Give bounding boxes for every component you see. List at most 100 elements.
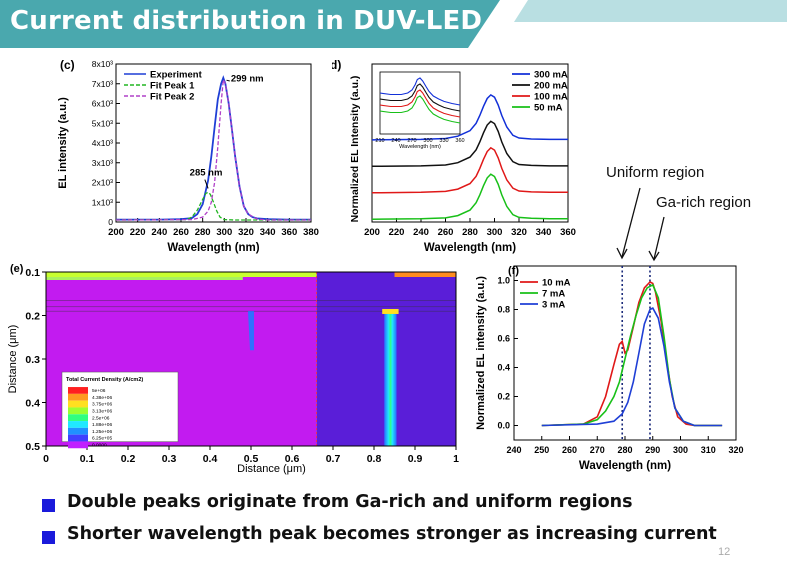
legend-label: 300 mA <box>534 70 568 81</box>
series-line-7-mA <box>541 283 723 427</box>
x-tick-label: 240 <box>151 227 167 238</box>
x-tick-label: 0.4 <box>203 453 218 465</box>
legend-label: 0.0000 <box>92 442 107 448</box>
legend-title: Total Current Density (A/cm2) <box>66 377 143 383</box>
legend-label: 3.13e+06 <box>92 408 112 414</box>
ga-rich-region-callout: Ga-rich region <box>656 194 752 211</box>
legend-label: 1.25e+06 <box>92 429 112 435</box>
inset-series-line <box>379 89 461 118</box>
y-tick-label: 8x10³ <box>92 59 113 69</box>
bullet-square-icon <box>42 499 55 512</box>
y-tick-label: 4x10³ <box>92 138 113 148</box>
x-tick-label: 0.2 <box>121 453 136 465</box>
panel-label: (d) <box>332 58 341 72</box>
annotation-pointer <box>226 79 230 82</box>
inset-x-tick-label: 270 <box>407 138 416 144</box>
x-axis-label: Wavelength (nm) <box>167 242 259 254</box>
y-tick-label: 2x10³ <box>92 178 113 188</box>
x-tick-label: 340 <box>536 227 552 238</box>
top-contact-sublayer <box>46 277 243 280</box>
series-line-200-mA <box>371 120 568 168</box>
page-number: 12 <box>718 546 731 558</box>
banner-dark-band <box>0 0 500 48</box>
x-tick-label: 380 <box>303 227 319 238</box>
x-tick-label: 0.1 <box>80 453 95 465</box>
x-tick-label: 260 <box>562 445 577 455</box>
x-tick-label: 300 <box>216 227 232 238</box>
legend-label: 3 mA <box>542 300 565 311</box>
panel-label: (f) <box>508 265 519 277</box>
legend-swatch <box>68 434 88 442</box>
x-tick-label: 290 <box>645 445 660 455</box>
legend-swatch <box>68 400 88 408</box>
legend-label: 2.5e+06 <box>92 415 110 421</box>
y-axis-label: Normalized EL intensity (a.u.) <box>475 276 487 430</box>
inset-x-tick-label: 330 <box>439 138 448 144</box>
callout-arrows <box>616 187 665 262</box>
x-tick-label: 270 <box>590 445 605 455</box>
x-tick-label: 340 <box>260 227 276 238</box>
slide-title: Current distribution in DUV-LED <box>10 6 483 36</box>
legend-swatch <box>68 393 88 401</box>
uniform-arrowhead <box>616 247 628 260</box>
series-line-experiment <box>116 75 311 221</box>
y-tick-label: 0.3 <box>25 354 40 366</box>
x-tick-label: 300 <box>487 227 503 238</box>
x-tick-label: 280 <box>195 227 211 238</box>
series-line-3-mA <box>541 307 723 427</box>
y-tick-label: 0.4 <box>25 398 40 410</box>
annotation-pointer <box>204 179 209 189</box>
y-tick-label: 0.0 <box>497 421 510 431</box>
uniform-region-callout: Uniform region <box>606 164 705 181</box>
top-contact-right <box>394 272 456 277</box>
chart-c: 200 220 240 260 280 300 320 340 360 380 0 1x10³ 2x10… <box>57 58 319 254</box>
x-tick-label: 360 <box>281 227 297 238</box>
inset-frame <box>379 71 461 135</box>
legend-label: 7 mA <box>542 289 565 300</box>
x-tick-label: 0.6 <box>285 453 300 465</box>
series-line-fit-peak-2 <box>115 77 311 221</box>
right-hotspot <box>382 308 399 314</box>
y-tick-label: 0.4 <box>497 363 510 373</box>
y-tick-label: 0.2 <box>25 311 40 323</box>
y-axis-label: EL intensity (a.u.) <box>57 97 69 189</box>
right-current-beam <box>384 311 397 446</box>
y-tick-label: 1x10³ <box>92 197 113 207</box>
bullet-item: Shorter wavelength peak becomes stronger… <box>34 522 774 554</box>
x-tick-label: 310 <box>701 445 716 455</box>
y-tick-label: 0.8 <box>497 305 510 315</box>
x-tick-label: 280 <box>617 445 632 455</box>
y-tick-label: 5x10³ <box>92 118 113 128</box>
y-axis-label: Normalized EL Intensity (a.u.) <box>349 76 361 223</box>
panel-label: (e) <box>10 263 24 275</box>
y-tick-label: 1.0 <box>497 276 510 286</box>
x-tick-label: 240 <box>413 227 429 238</box>
y-tick-label: 6x10³ <box>92 99 113 109</box>
chart-e: 0 0.1 0.2 0.3 0.4 0.5 0.6 0.7 0.8 0.9 1 0.1 0.2 0.3 0.… <box>7 263 459 475</box>
legend-label: 10 mA <box>542 278 571 289</box>
y-axis-label: Distance (μm) <box>7 325 19 394</box>
x-tick-label: 300 <box>673 445 688 455</box>
uniform-arrow <box>621 187 641 258</box>
inset-series-line <box>379 77 461 106</box>
x-tick-label: 320 <box>238 227 254 238</box>
x-tick-label: 280 <box>462 227 478 238</box>
x-tick-label: 250 <box>534 445 549 455</box>
series-line-50-mA <box>371 173 568 220</box>
ga-rich-arrow <box>653 216 665 260</box>
legend-label: 3.75e+06 <box>92 402 112 408</box>
x-tick-label: 0 <box>43 453 49 465</box>
x-tick-label: 240 <box>506 445 521 455</box>
y-tick-label: 0.6 <box>497 334 510 344</box>
inset-x-tick-label: 210 <box>375 138 384 144</box>
title-banner: Current distribution in DUV-LED <box>0 0 787 52</box>
legend-label: 4.38e+06 <box>92 395 112 401</box>
y-tick-label: 3x10³ <box>92 158 113 168</box>
x-tick-label: 260 <box>173 227 189 238</box>
ga-rich-arrowhead <box>648 250 660 262</box>
inset-x-axis-label: Wavelength (nm) <box>399 144 441 150</box>
legend-swatch <box>68 414 88 422</box>
x-tick-label: 0.7 <box>326 453 341 465</box>
banner-light-band <box>514 0 787 22</box>
legend-label: 6.25e+05 <box>92 436 112 442</box>
